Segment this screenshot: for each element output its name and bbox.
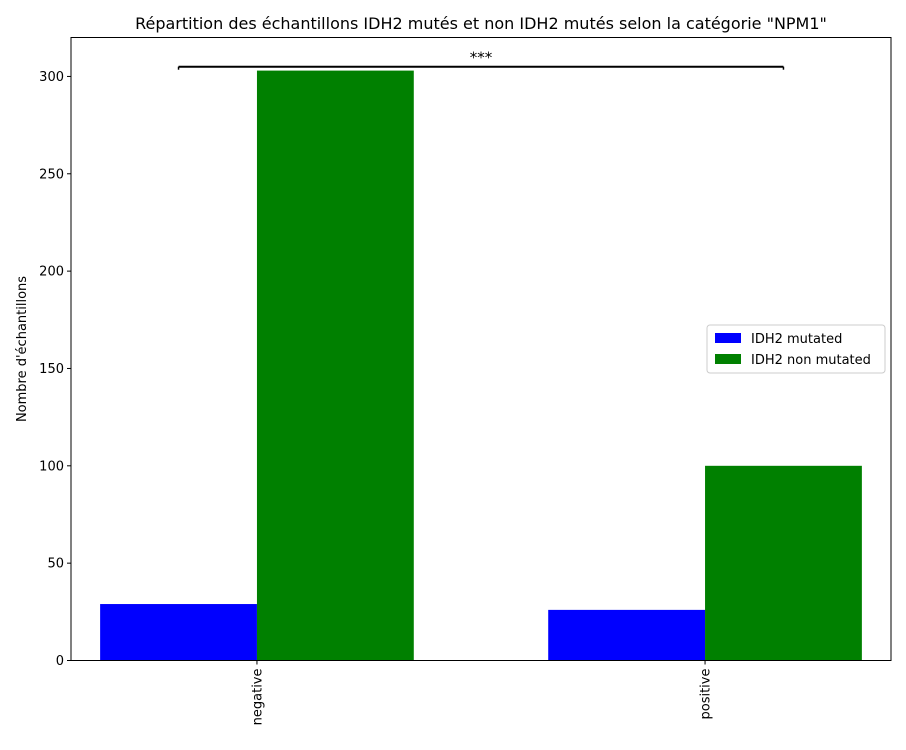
y-axis-label: Nombre d'échantillons: [15, 276, 30, 422]
legend: IDH2 mutated IDH2 non mutated: [706, 324, 886, 374]
x-tick-label-positive: positive: [699, 669, 714, 720]
bars-layer: [100, 70, 862, 661]
y-axis: 0 50 100 150 200 250 300: [39, 70, 71, 669]
plot-frame: [70, 37, 892, 661]
legend-label-0: IDH2 mutated: [751, 332, 842, 347]
y-tick-label: 250: [39, 167, 64, 182]
y-tick-label: 0: [56, 654, 64, 669]
legend-swatch-1: [715, 354, 741, 364]
bar-idh2-mutated-negative: [100, 604, 257, 661]
x-axis: negative positive: [250, 660, 714, 726]
significance-annotation: ***: [177, 49, 785, 70]
y-tick-label: 300: [39, 70, 64, 85]
y-tick-label: 150: [39, 362, 64, 377]
legend-box: [706, 324, 886, 374]
x-tick-label-negative: negative: [250, 669, 265, 726]
y-tick-label: 100: [39, 459, 64, 474]
bar-idh2-mutated-positive: [548, 609, 706, 661]
chart-title: Répartition des échantillons IDH2 mutés …: [135, 14, 827, 33]
legend-swatch-0: [715, 333, 741, 343]
y-tick-label: 50: [47, 557, 64, 572]
y-tick-label: 200: [39, 265, 64, 280]
bar-idh2-non-mutated-negative: [256, 70, 414, 661]
legend-label-1: IDH2 non mutated: [751, 353, 871, 368]
significance-stars: ***: [470, 49, 493, 67]
bar-idh2-non-mutated-positive: [705, 465, 862, 661]
